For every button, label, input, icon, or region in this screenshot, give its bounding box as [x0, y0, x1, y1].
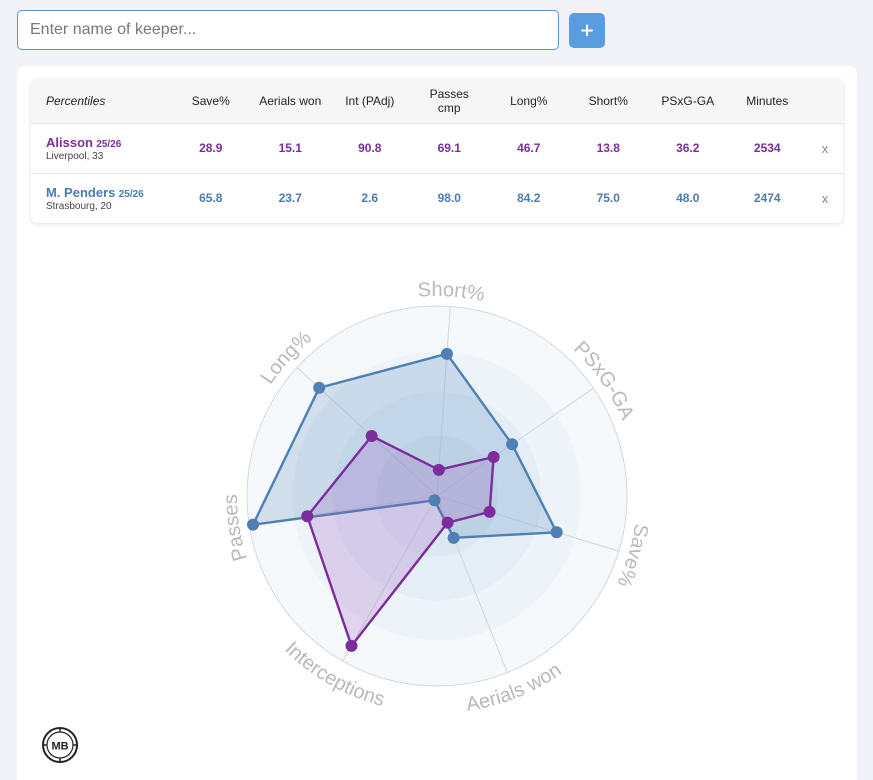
- mb-logo-icon: MB: [42, 727, 78, 763]
- table-header-row: Percentiles Save% Aerials won Int (PAdj)…: [31, 79, 843, 123]
- radar-point: [365, 429, 378, 442]
- table-row: Alisson 25/26 Liverpool, 33 28.9 15.1 90…: [31, 123, 843, 173]
- value-short-pct: 75.0: [596, 191, 620, 206]
- value-passes-cmp: 98.0: [437, 191, 461, 206]
- value-aerials-won: 23.7: [278, 191, 302, 206]
- radar-point: [440, 347, 453, 360]
- player-name[interactable]: M. Penders: [46, 184, 116, 200]
- radar-point: [483, 505, 496, 518]
- radar-axis-label: Short%: [417, 279, 487, 306]
- header-short-pct: Short%: [588, 93, 628, 108]
- player-name[interactable]: Alisson: [46, 134, 93, 150]
- remove-player-button[interactable]: x: [821, 190, 829, 206]
- radar-point: [550, 526, 563, 539]
- table-row: M. Penders 25/26 Strasbourg, 20 65.8 23.…: [31, 173, 843, 223]
- radar-point: [506, 438, 519, 451]
- search-row: +: [17, 10, 605, 50]
- radar-spoke: [436, 495, 619, 552]
- radar-point: [447, 531, 460, 544]
- player-season: 25/26: [96, 138, 122, 150]
- comparison-card: Percentiles Save% Aerials won Int (PAdj)…: [17, 66, 857, 780]
- radar-point: [301, 510, 314, 523]
- add-keeper-button[interactable]: +: [569, 12, 605, 48]
- header-int-padj: Int (PAdj): [345, 93, 395, 108]
- value-int-padj: 90.8: [358, 141, 382, 155]
- player-club: Strasbourg, 20: [46, 200, 112, 212]
- player-cell: M. Penders 25/26 Strasbourg, 20: [31, 173, 171, 223]
- player-cell: Alisson 25/26 Liverpool, 33: [31, 123, 171, 173]
- header-psxg-ga: PSxG-GA: [661, 93, 715, 108]
- value-save-pct: 28.9: [199, 141, 223, 155]
- value-save-pct: 65.8: [199, 191, 223, 206]
- player-season: 25/26: [118, 188, 144, 200]
- header-save-pct: Save%: [191, 93, 230, 108]
- radar-point: [428, 494, 441, 507]
- radar-point: [247, 518, 260, 531]
- radar-point: [487, 450, 500, 463]
- percentile-table: Percentiles Save% Aerials won Int (PAdj)…: [31, 79, 843, 223]
- radar-series-1: [306, 434, 495, 647]
- radar-spoke: [342, 495, 438, 662]
- value-short-pct: 13.8: [596, 141, 620, 155]
- value-int-padj: 2.6: [361, 191, 379, 206]
- value-psxg-ga: 48.0: [676, 191, 700, 206]
- header-passes-cmp: Passes cmp: [429, 86, 469, 115]
- header-minutes: Minutes: [746, 93, 789, 108]
- header-long-pct: Long%: [510, 93, 548, 108]
- header-aerials-won: Aerials won: [259, 93, 322, 108]
- value-long-pct: 46.7: [517, 141, 541, 155]
- radar-point: [345, 639, 358, 652]
- value-passes-cmp: 69.1: [437, 141, 461, 155]
- value-psxg-ga: 36.2: [676, 141, 700, 155]
- percentile-table-container: Percentiles Save% Aerials won Int (PAdj)…: [31, 79, 843, 223]
- value-aerials-won: 15.1: [278, 141, 302, 155]
- keeper-search-input[interactable]: [17, 10, 559, 50]
- value-long-pct: 84.2: [517, 191, 541, 206]
- radar-point: [432, 463, 445, 476]
- radar-point: [313, 381, 326, 394]
- radar-point: [441, 516, 454, 529]
- logo-text: MB: [51, 741, 68, 753]
- remove-player-button[interactable]: x: [821, 140, 829, 156]
- header-percentiles: Percentiles: [46, 93, 106, 108]
- value-minutes: 2474: [753, 191, 781, 206]
- value-minutes: 2534: [753, 141, 781, 155]
- player-club: Liverpool, 33: [46, 150, 104, 162]
